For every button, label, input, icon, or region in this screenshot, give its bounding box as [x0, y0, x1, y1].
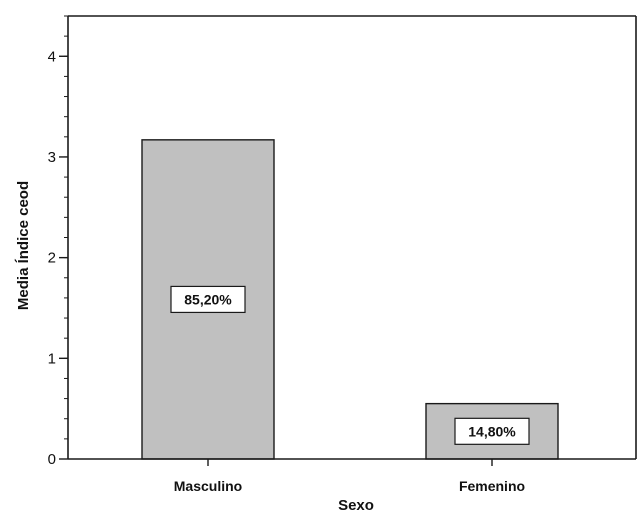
- y-tick-label: 2: [48, 250, 56, 267]
- data-label: 14,80%: [468, 423, 516, 439]
- data-label-box: [454, 417, 530, 445]
- y-tick-label: 1: [48, 350, 56, 367]
- x-axis-title: Sexo: [338, 497, 374, 512]
- x-axis: Masculino Femenino: [68, 458, 636, 494]
- y-axis-title: Media Índice ceod: [15, 181, 32, 310]
- plot-frame: [68, 15, 637, 459]
- x-tick-label: Femenino: [459, 478, 525, 494]
- y-axis: 0 1 2 3 4: [48, 15, 69, 468]
- y-tick-label: 4: [48, 48, 56, 65]
- data-label: 85,20%: [184, 291, 232, 307]
- bars: 85,20% 14,80%: [141, 139, 559, 460]
- y-tick-label: 0: [48, 451, 56, 468]
- y-tick-label: 3: [48, 149, 56, 166]
- data-label-box: [170, 285, 246, 314]
- x-tick-label: Masculino: [174, 478, 242, 494]
